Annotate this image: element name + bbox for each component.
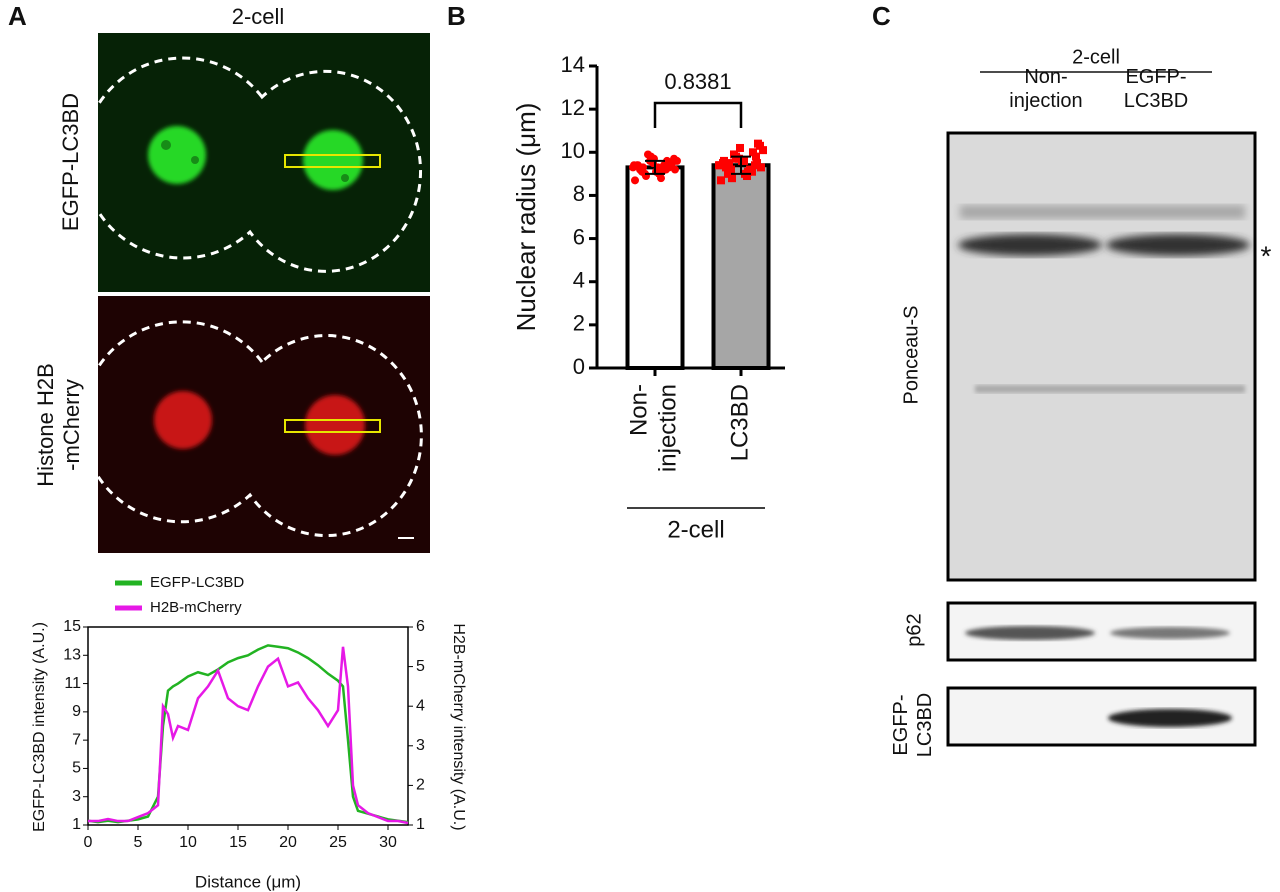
- legend-label: EGFP-LC3BD: [150, 574, 244, 591]
- x-tick-label: 5: [134, 834, 143, 851]
- data-point: [725, 159, 733, 168]
- data-point: [662, 165, 670, 174]
- y2-tick-label: 4: [416, 697, 425, 714]
- blot-header: 2-cell: [1072, 46, 1120, 68]
- x-tick-label: 0: [84, 834, 93, 851]
- y-tick-label: 4: [573, 268, 585, 293]
- data-point: [759, 146, 767, 155]
- x-tick-label: LC3BD: [726, 384, 753, 461]
- y-tick-label: 14: [561, 52, 585, 77]
- lane-label: EGFP-LC3BD: [1124, 66, 1188, 112]
- y2-axis-label: H2B-mCherry intensity (A.U.): [450, 623, 467, 830]
- y-tick-label: 8: [573, 181, 585, 206]
- y2-tick-label: 2: [416, 777, 425, 794]
- group-label: 2-cell: [667, 516, 724, 543]
- data-point: [757, 163, 765, 172]
- mcherry-image: [80, 296, 430, 553]
- y-tick-label: 7: [72, 731, 81, 748]
- error-bar: [731, 155, 751, 175]
- data-point: [749, 148, 757, 157]
- x-tick-label: 10: [179, 834, 197, 851]
- y-tick-label: 0: [573, 354, 585, 379]
- y-tick-label: 6: [573, 224, 585, 249]
- y-tick-label: 13: [63, 647, 81, 664]
- y-tick-label: 2: [573, 311, 585, 336]
- data-point: [657, 174, 665, 183]
- data-point: [727, 165, 735, 174]
- row-label: Histone H2B-mCherry: [33, 363, 84, 487]
- panel-label: B: [447, 1, 466, 31]
- band-mark: *: [1261, 240, 1272, 271]
- data-point: [736, 143, 744, 152]
- data-point: [753, 159, 761, 168]
- bar: [711, 163, 771, 370]
- y-axis-label: Nuclear radius (μm): [511, 103, 541, 332]
- lane-label: Non-injection: [1009, 66, 1082, 112]
- data-point: [716, 161, 724, 170]
- x-tick-label: 15: [229, 834, 247, 851]
- x-tick-label: 20: [279, 834, 297, 851]
- y-tick-label: 5: [72, 760, 81, 777]
- annotation: 0.8381: [664, 69, 731, 94]
- data-point: [638, 167, 646, 176]
- data-point: [743, 172, 751, 181]
- y-tick-label: 15: [63, 618, 81, 635]
- y-tick-label: 9: [72, 703, 81, 720]
- data-point: [630, 161, 638, 170]
- data-point: [748, 167, 756, 176]
- y-tick-label: 1: [72, 816, 81, 833]
- x-tick-label: 25: [329, 834, 347, 851]
- data-point: [724, 169, 732, 178]
- y-tick-label: 12: [561, 95, 585, 120]
- p62-blot: [946, 601, 1257, 662]
- blot-label: p62: [903, 613, 925, 646]
- egfp-blot: [946, 686, 1257, 747]
- line-series: [87, 644, 409, 824]
- blot-label: Ponceau-S: [900, 306, 922, 405]
- data-point: [644, 150, 652, 159]
- y2-tick-label: 6: [416, 618, 425, 635]
- data-point: [752, 152, 760, 161]
- bar: [625, 165, 685, 370]
- panel-title: 2-cell: [232, 4, 285, 29]
- y2-tick-label: 5: [416, 658, 425, 675]
- data-point: [631, 176, 639, 185]
- x-tick-label: Non-injection: [626, 384, 682, 472]
- x-axis-label: Distance (μm): [195, 872, 301, 891]
- y-tick-label: 3: [72, 788, 81, 805]
- y2-tick-label: 3: [416, 737, 425, 754]
- y-tick-label: 11: [64, 675, 81, 692]
- row-label: EGFP-LC3BD: [58, 93, 83, 231]
- y-tick-label: 10: [561, 138, 585, 163]
- data-point: [671, 165, 679, 174]
- data-point: [756, 141, 764, 150]
- data-point: [717, 176, 725, 185]
- error-bar: [645, 159, 665, 175]
- blot-label: EGFP- LC3BD: [890, 693, 936, 757]
- data-point: [740, 156, 748, 165]
- y-axis-label: EGFP-LC3BD intensity (A.U.): [31, 622, 48, 832]
- data-point: [728, 174, 736, 183]
- y2-tick-label: 1: [416, 816, 425, 833]
- panel-label: C: [872, 1, 891, 31]
- data-point: [722, 163, 730, 172]
- legend-label: H2B-mCherry: [150, 599, 242, 616]
- panel-label: A: [8, 1, 27, 31]
- data-point: [667, 159, 675, 168]
- egfp-image: [81, 33, 430, 292]
- ponceau-blot: [946, 131, 1257, 582]
- line-series: [88, 646, 409, 825]
- x-tick-label: 30: [379, 834, 397, 851]
